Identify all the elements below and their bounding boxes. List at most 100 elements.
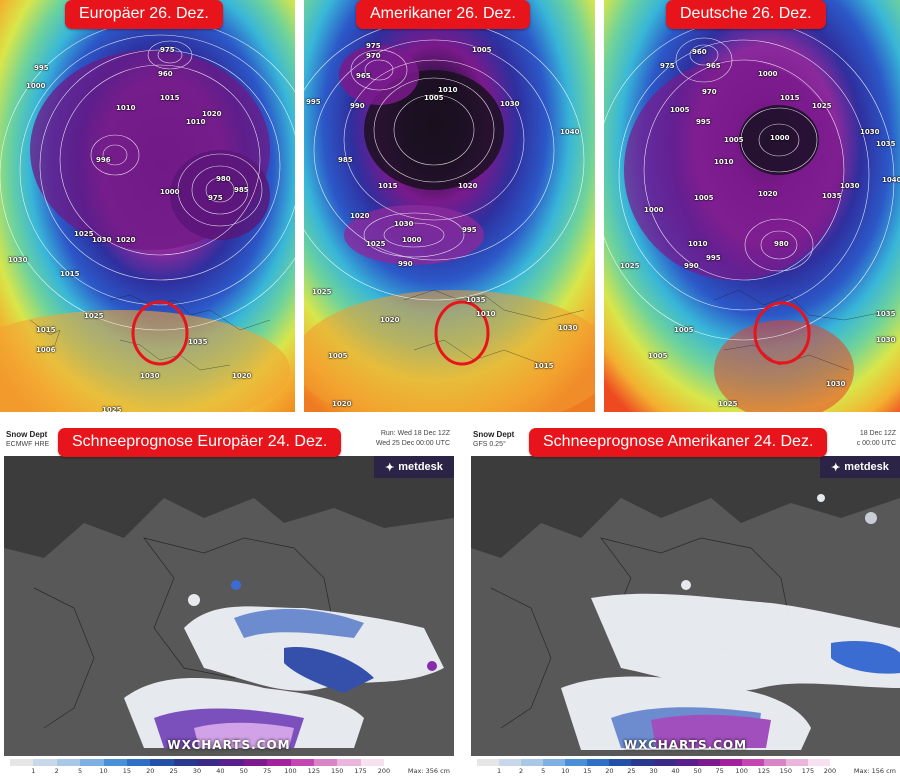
isobar-label: 1010	[714, 158, 734, 166]
legend-tick: 2	[54, 767, 59, 775]
isobar-label: 995	[706, 254, 721, 262]
legend-tick: 15	[583, 767, 592, 775]
isobar-label: 1005	[670, 106, 690, 114]
isobar-label: 1020	[458, 182, 478, 190]
snow-header-model: ECMWF HRE	[6, 441, 50, 448]
panel-title-amerikaner: Amerikaner 26. Dez.	[356, 0, 530, 29]
snow-header-model: GFS 0.25°	[473, 441, 506, 448]
isobar-label: 1030	[860, 128, 880, 136]
legend-tick: 100	[284, 767, 297, 775]
isobar-label: 1010	[116, 104, 136, 112]
legend-swatch	[785, 759, 808, 766]
isobar-label: 965	[706, 62, 721, 70]
legend-swatch	[10, 759, 34, 766]
legend-tick: 20	[605, 767, 614, 775]
legend-swatch	[653, 759, 676, 766]
isobar-label: 1005	[694, 194, 714, 202]
isobar-label: 995	[696, 118, 711, 126]
isobar-label: 1015	[60, 270, 80, 278]
isobar-label: 1035	[188, 338, 208, 346]
isobar-label: 1000	[26, 82, 46, 90]
isobar-label: 975	[160, 46, 175, 54]
isobar-label: 1000	[402, 236, 422, 244]
isobar-label: 1000	[758, 70, 778, 78]
germany-highlight-circle	[434, 300, 490, 366]
legend-tick: 10	[561, 767, 570, 775]
legend-tick: 175	[354, 767, 367, 775]
legend-swatch	[360, 759, 384, 766]
legend-tick: 5	[78, 767, 83, 775]
isobar-label: 1020	[116, 236, 136, 244]
germany-highlight-circle	[753, 301, 811, 365]
panel-title-snow-europaeer: Schneeprognose Europäer 24. Dez.	[58, 428, 342, 457]
isobar-label: 1020	[350, 212, 370, 220]
isobar-label: 1005	[674, 326, 694, 334]
isobar-label: 1020	[232, 372, 252, 380]
pressure-map-europaeer	[0, 0, 295, 412]
legend-tick: 100	[735, 767, 748, 775]
legend-tick: 75	[262, 767, 272, 775]
isobar-label: 1010	[688, 240, 708, 248]
isobar-label: 1030	[826, 380, 846, 388]
isobar-label: 1035	[466, 296, 486, 304]
panel-title-deutsche: Deutsche 26. Dez.	[666, 0, 826, 29]
isobar-label: 1025	[312, 288, 332, 296]
isobar-label: 1005	[648, 352, 668, 360]
isobar-label: 996	[96, 156, 111, 164]
isobar-label: 1020	[380, 316, 400, 324]
isobar-label: 1035	[876, 140, 896, 148]
metdesk-brand: metdesk	[844, 461, 889, 473]
isobar-label: 1025	[366, 240, 386, 248]
isobar-label: 1025	[718, 400, 738, 408]
legend-tick: 25	[627, 767, 636, 775]
isobar-label: 990	[398, 260, 413, 268]
pressure-map-deutsche	[604, 0, 900, 412]
isobar-label: 1020	[758, 190, 778, 198]
isobar-label: 1030	[840, 182, 860, 190]
snow-header-valid: c 00:00 UTC	[856, 440, 896, 447]
isobar-label: 1015	[780, 94, 800, 102]
isobar-label: 980	[774, 240, 789, 248]
isobar-label: 1015	[36, 326, 56, 334]
legend-swatch	[763, 759, 786, 766]
isobar-label: 1005	[328, 352, 348, 360]
isobar-label: 965	[356, 72, 371, 80]
snow-header-run: 18 Dec 12Z	[859, 430, 896, 437]
panel-title-europaeer: Europäer 26. Dez.	[65, 0, 223, 29]
isobar-label: 985	[338, 156, 353, 164]
isobar-label: 1030	[394, 220, 414, 228]
isobar-label: 1035	[876, 310, 896, 318]
isobar-label: 1015	[160, 94, 180, 102]
isobar-label: 990	[350, 102, 365, 110]
legend-tick: 40	[216, 767, 225, 775]
legend-swatch	[56, 759, 81, 766]
isobar-label: 1040	[882, 176, 900, 184]
metdesk-logo: ✦ metdesk	[820, 456, 900, 478]
isobar-label: 975	[208, 194, 223, 202]
legend-tick: 30	[192, 767, 202, 775]
isobar-label: 1005	[424, 94, 444, 102]
legend-swatch	[807, 759, 830, 766]
germany-highlight-circle	[131, 300, 189, 366]
legend-swatch	[267, 759, 291, 766]
legend-tick: 25	[169, 767, 178, 775]
legend-swatch	[521, 759, 544, 766]
wxcharts-watermark: WXCHARTS.COM	[623, 738, 748, 752]
legend-swatch	[697, 759, 720, 766]
isobar-label: 1035	[822, 192, 842, 200]
snow-panel-europaeer: Snow Dept ECMWF HRE Run: Wed 18 Dec 12Z …	[4, 428, 454, 778]
legend-swatch	[313, 759, 338, 766]
legend-swatch	[609, 759, 632, 766]
snow-header-title: Snow Dept	[473, 430, 515, 439]
legend-tick: 2	[519, 767, 524, 775]
legend-swatch	[150, 759, 174, 766]
metdesk-logo: ✦ metdesk	[374, 456, 454, 478]
legend-tick: 10	[99, 767, 108, 775]
isobar-label: 1000	[160, 188, 180, 196]
legend-swatch	[103, 759, 127, 766]
isobar-label: 985	[234, 186, 249, 194]
snow-panel-amerikaner: Snow Dept GFS 0.25° 18 Dec 12Z c 00:00 U…	[471, 428, 900, 778]
isobar-label: 980	[216, 175, 231, 183]
legend-swatch	[631, 759, 654, 766]
legend-tick: 150	[331, 767, 344, 775]
